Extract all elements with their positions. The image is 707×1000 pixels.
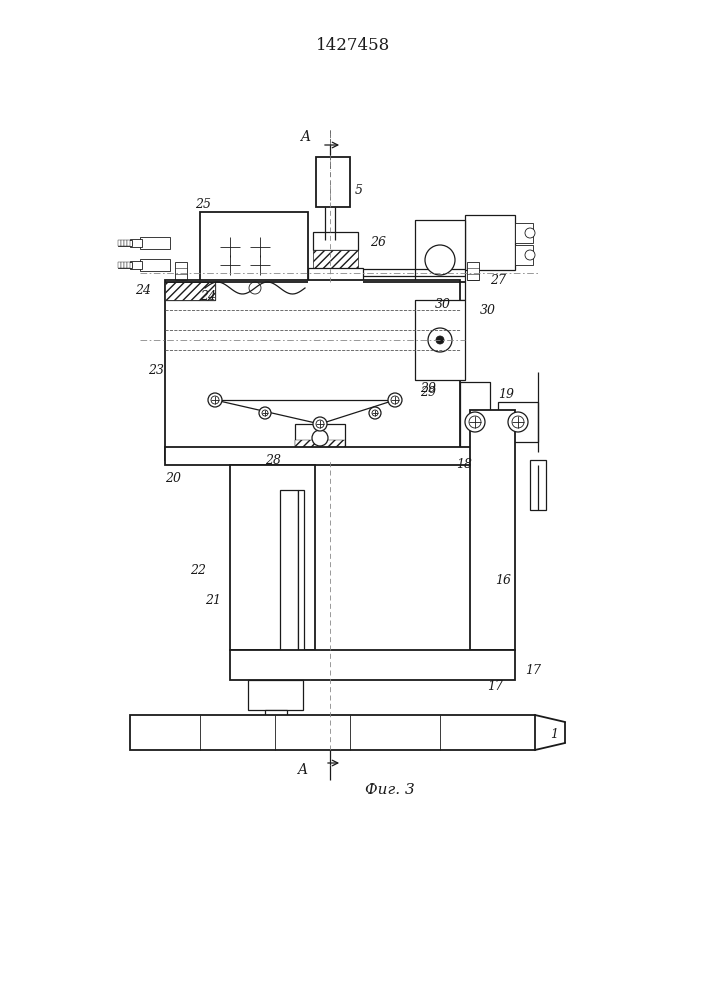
Bar <box>200 280 240 296</box>
Circle shape <box>465 412 485 432</box>
Bar <box>230 650 515 680</box>
Text: 30: 30 <box>480 304 496 316</box>
Text: 22: 22 <box>190 564 206 576</box>
Circle shape <box>512 416 524 428</box>
Bar <box>295 424 345 452</box>
Circle shape <box>525 250 535 260</box>
Circle shape <box>388 393 402 407</box>
Bar <box>295 440 345 452</box>
Bar <box>248 680 303 710</box>
Bar <box>515 245 533 265</box>
Bar <box>140 259 170 271</box>
Bar <box>175 262 187 280</box>
Bar <box>165 280 460 460</box>
Text: 17: 17 <box>487 680 503 694</box>
Bar <box>465 215 515 270</box>
Bar <box>280 490 298 650</box>
Circle shape <box>262 410 268 416</box>
Bar <box>124 240 127 246</box>
Bar <box>415 220 465 300</box>
Bar <box>124 262 127 268</box>
Bar <box>313 250 358 268</box>
Bar <box>515 223 533 243</box>
Text: 21: 21 <box>205 593 221 606</box>
Circle shape <box>428 328 452 352</box>
Bar <box>460 382 490 452</box>
Bar <box>140 237 170 249</box>
Bar <box>165 282 215 300</box>
Circle shape <box>508 412 528 432</box>
Bar <box>130 715 535 750</box>
Bar <box>308 268 363 282</box>
Bar <box>230 465 315 650</box>
Circle shape <box>259 407 271 419</box>
Bar <box>130 261 142 269</box>
Text: 29: 29 <box>420 381 436 394</box>
Circle shape <box>312 430 328 446</box>
Text: 1: 1 <box>550 728 558 742</box>
Circle shape <box>525 228 535 238</box>
Bar <box>298 490 304 650</box>
Bar <box>415 300 465 380</box>
Bar <box>127 240 130 246</box>
Text: 25: 25 <box>195 198 211 212</box>
Text: 16: 16 <box>495 574 511 586</box>
Circle shape <box>436 336 444 344</box>
Text: 30: 30 <box>435 298 451 312</box>
Bar <box>498 402 538 442</box>
Bar <box>165 282 215 300</box>
Bar <box>530 460 546 510</box>
Circle shape <box>369 407 381 419</box>
Bar <box>200 212 308 282</box>
Circle shape <box>469 416 481 428</box>
Bar <box>118 262 132 268</box>
Bar <box>265 710 287 730</box>
Text: 19: 19 <box>498 388 514 401</box>
Bar <box>165 447 495 465</box>
Text: 1427458: 1427458 <box>316 36 390 53</box>
Text: 23: 23 <box>148 363 164 376</box>
Bar <box>200 280 310 296</box>
Circle shape <box>316 420 324 428</box>
Circle shape <box>391 396 399 404</box>
Bar <box>316 157 350 207</box>
Text: 28: 28 <box>265 454 281 466</box>
Text: A: A <box>297 763 307 777</box>
Bar <box>467 262 479 280</box>
Bar <box>470 410 515 650</box>
Text: 24: 24 <box>135 284 151 296</box>
Bar <box>460 382 490 452</box>
Bar <box>121 262 124 268</box>
Text: 26: 26 <box>370 235 386 248</box>
Bar <box>313 232 358 250</box>
Circle shape <box>208 393 222 407</box>
Circle shape <box>313 417 327 431</box>
Text: 17: 17 <box>525 664 541 676</box>
Text: 5: 5 <box>355 184 363 196</box>
Text: Фиг. 3: Фиг. 3 <box>365 783 415 797</box>
Text: A: A <box>300 130 310 144</box>
Text: 29: 29 <box>420 385 436 398</box>
Bar <box>121 240 124 246</box>
Bar <box>118 262 121 268</box>
Bar <box>415 300 465 380</box>
Bar <box>415 220 465 300</box>
Circle shape <box>249 282 261 294</box>
Text: 18: 18 <box>456 458 472 472</box>
Circle shape <box>425 245 455 275</box>
Circle shape <box>372 410 378 416</box>
Text: 20: 20 <box>165 472 181 485</box>
Bar <box>118 240 121 246</box>
Bar <box>127 262 130 268</box>
Text: 27: 27 <box>490 273 506 286</box>
Bar <box>118 240 132 246</box>
Circle shape <box>211 396 219 404</box>
Text: 24: 24 <box>200 290 216 304</box>
Bar <box>130 239 142 247</box>
